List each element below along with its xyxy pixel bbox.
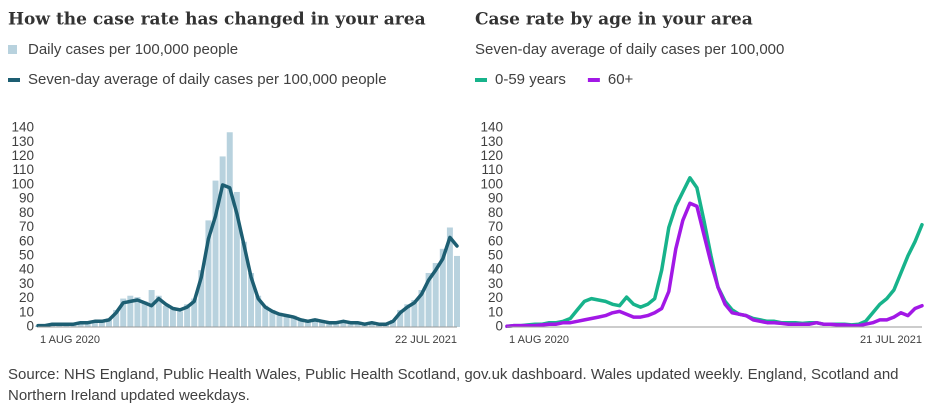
bar	[113, 309, 120, 327]
x-tick-label: 1 AUG 2020	[509, 334, 569, 346]
bar	[177, 311, 184, 327]
y-tick-label: 50	[19, 247, 34, 262]
bar	[319, 319, 326, 327]
line	[36, 183, 459, 328]
y-tick-label: 120	[480, 148, 503, 163]
y-tick-label: 50	[488, 247, 503, 262]
bar	[205, 220, 212, 327]
bar	[191, 298, 198, 327]
bar	[411, 299, 418, 327]
bar	[184, 304, 191, 327]
x-tick-label: 1 AUG 2020	[40, 334, 100, 346]
legend-label: Daily cases per 100,000 people	[28, 41, 238, 58]
bar	[340, 321, 347, 327]
chart-title: How the case rate has changed in your ar…	[8, 10, 426, 30]
bar	[255, 295, 262, 327]
bar	[198, 270, 205, 327]
bar	[397, 309, 404, 327]
bar	[98, 319, 105, 327]
bar	[368, 322, 375, 327]
y-tick-label: 130	[480, 134, 503, 149]
y-tick-label: 60	[19, 233, 34, 248]
source-note: Source: NHS England, Public Health Wales…	[8, 366, 899, 404]
y-tick-label: 40	[488, 262, 503, 277]
chart: How the case rate has changed in your ar…	[8, 10, 924, 346]
line	[505, 176, 924, 329]
bar	[169, 308, 176, 327]
chart-title: Case rate by age in your area	[475, 10, 753, 30]
y-tick-label: 0	[26, 319, 34, 334]
y-tick-label: 110	[12, 162, 34, 177]
bar	[290, 315, 297, 327]
y-tick-label: 100	[11, 176, 34, 191]
y-tick-label: 90	[488, 191, 503, 206]
bar	[262, 305, 269, 327]
y-tick-label: 10	[488, 304, 503, 319]
bar	[162, 305, 169, 327]
bar	[127, 295, 134, 327]
legend-label: 60+	[608, 71, 634, 88]
bar	[106, 318, 112, 327]
bar	[269, 309, 276, 327]
bar	[446, 227, 453, 327]
legend-label: Seven-day average of daily cases per 100…	[28, 71, 387, 88]
legend-label: 0-59 years	[495, 71, 566, 88]
y-tick-label: 100	[480, 176, 503, 191]
y-tick-label: 40	[19, 262, 34, 277]
bar	[91, 321, 98, 327]
bar	[418, 290, 425, 327]
bar	[297, 318, 304, 327]
bar	[311, 318, 318, 327]
bar	[432, 263, 439, 327]
bar	[333, 322, 340, 327]
bar	[233, 191, 240, 327]
bar	[84, 322, 91, 327]
y-tick-label: 120	[11, 148, 34, 163]
chart-subtitle: Seven-day average of daily cases per 100…	[475, 41, 784, 58]
x-tick-label: 22 JUL 2021	[395, 334, 457, 346]
bar	[454, 255, 460, 327]
bar	[354, 322, 361, 327]
bar	[240, 241, 247, 327]
bar	[141, 301, 148, 327]
y-tick-label: 70	[488, 219, 503, 234]
bar	[120, 298, 127, 327]
bar	[155, 295, 162, 327]
x-tick-label: 21 JUL 2021	[860, 334, 922, 346]
y-tick-label: 70	[19, 219, 34, 234]
y-tick-label: 20	[19, 290, 34, 305]
bar	[404, 304, 411, 327]
y-tick-label: 0	[495, 319, 503, 334]
bar	[283, 314, 290, 327]
y-tick-label: 60	[488, 233, 503, 248]
bar	[77, 322, 84, 327]
y-tick-label: 140	[480, 120, 503, 135]
bar	[148, 290, 155, 327]
bar	[226, 132, 233, 327]
y-tick-label: 30	[488, 276, 503, 291]
bar	[439, 248, 446, 327]
y-tick-label: 30	[19, 276, 34, 291]
bar	[304, 319, 311, 327]
bar	[276, 312, 283, 327]
bar	[390, 319, 397, 327]
bar	[248, 272, 255, 327]
y-tick-label: 80	[19, 205, 34, 220]
y-tick-label: 110	[481, 162, 503, 177]
y-tick-label: 10	[19, 304, 34, 319]
y-tick-label: 130	[11, 134, 34, 149]
bar	[212, 180, 219, 327]
bar	[425, 272, 432, 327]
legend-swatch	[8, 45, 17, 54]
bar	[219, 156, 226, 327]
bar	[134, 297, 141, 327]
y-tick-label: 140	[11, 120, 34, 135]
y-tick-label: 80	[488, 205, 503, 220]
y-tick-label: 90	[19, 191, 34, 206]
y-tick-label: 20	[488, 290, 503, 305]
line	[505, 201, 924, 329]
